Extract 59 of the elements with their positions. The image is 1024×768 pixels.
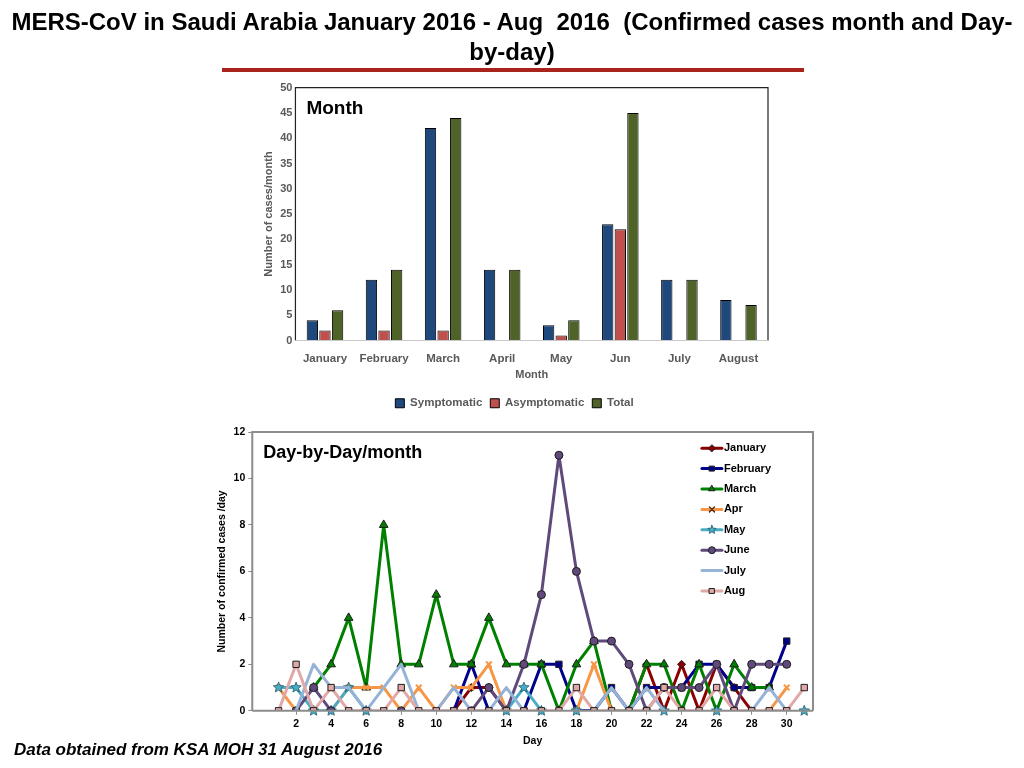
x-tick-label: 20 bbox=[605, 716, 618, 729]
x-axis-title: Day bbox=[523, 733, 543, 746]
y-tick-label: 8 bbox=[239, 517, 246, 530]
x-tick-label: 6 bbox=[363, 716, 370, 729]
chart-title: MERS-CoV in Saudi Arabia January 2016 - Aug 2016 (Confirmed cases month and Day-by-day) bbox=[10, 7, 1014, 67]
y-tick-label: 4 bbox=[239, 610, 246, 623]
y-tick-label: 35 bbox=[280, 156, 293, 169]
x-tick-label: February bbox=[359, 351, 410, 364]
y-tick-label: 50 bbox=[280, 80, 293, 93]
x-tick-label: 14 bbox=[500, 716, 513, 729]
text: Day-by-Day/month bbox=[263, 441, 423, 462]
y-tick-label: 20 bbox=[280, 232, 293, 245]
y-tick-label: 0 bbox=[239, 703, 246, 716]
y-tick-label: 5 bbox=[286, 308, 293, 321]
legend-label: Total bbox=[607, 396, 634, 409]
x-tick-label: April bbox=[489, 351, 516, 364]
legend-label: Aug bbox=[723, 584, 746, 597]
y-tick-label: 30 bbox=[280, 181, 293, 194]
x-tick-label: March bbox=[426, 351, 461, 364]
y-axis-title: Number of confirmed cases /day bbox=[215, 490, 228, 653]
y-tick-label: 40 bbox=[280, 131, 293, 144]
x-tick-label: 10 bbox=[430, 716, 443, 729]
x-tick-label: August bbox=[718, 351, 759, 364]
x-tick-label: Jun bbox=[610, 351, 631, 364]
y-tick-label: 15 bbox=[280, 257, 293, 270]
x-tick-label: 24 bbox=[675, 716, 688, 729]
legend-label: Apr bbox=[723, 502, 744, 515]
x-tick-label: 30 bbox=[780, 716, 793, 729]
legend-label: January bbox=[723, 441, 767, 454]
x-tick-label: 26 bbox=[710, 716, 723, 729]
legend-label: May bbox=[723, 522, 747, 535]
y-tick-label: 12 bbox=[233, 424, 246, 437]
legend-label: March bbox=[723, 482, 757, 495]
x-tick-label: 8 bbox=[398, 716, 405, 729]
y-tick-label: 2 bbox=[239, 657, 246, 670]
x-tick-label: May bbox=[550, 351, 574, 364]
x-tick-label: July bbox=[667, 351, 692, 364]
x-tick-label: 4 bbox=[328, 716, 335, 729]
x-tick-label: 18 bbox=[570, 716, 583, 729]
x-tick-label: 12 bbox=[465, 716, 478, 729]
y-tick-label: 10 bbox=[280, 282, 293, 295]
legend-label: February bbox=[723, 461, 772, 474]
x-tick-label: 22 bbox=[640, 716, 653, 729]
legend-label: July bbox=[723, 563, 747, 576]
y-tick-label: 0 bbox=[286, 333, 293, 346]
legend-label: June bbox=[723, 543, 750, 556]
x-axis-title: Month bbox=[515, 367, 549, 380]
y-tick-label: 6 bbox=[239, 564, 246, 577]
text: Data obtained from KSA MOH 31 August 2016 bbox=[14, 740, 383, 760]
x-tick-label: 16 bbox=[535, 716, 548, 729]
legend-label: Asymptomatic bbox=[505, 396, 585, 409]
x-tick-label: 28 bbox=[745, 716, 758, 729]
legend-label: Symptomatic bbox=[410, 396, 483, 409]
x-tick-label: January bbox=[302, 351, 348, 364]
y-tick-label: 25 bbox=[280, 207, 293, 220]
y-tick-label: 45 bbox=[280, 105, 293, 118]
y-tick-label: 10 bbox=[233, 471, 246, 484]
text: Month bbox=[306, 97, 364, 119]
y-axis-title: Number of cases/month bbox=[261, 151, 274, 277]
